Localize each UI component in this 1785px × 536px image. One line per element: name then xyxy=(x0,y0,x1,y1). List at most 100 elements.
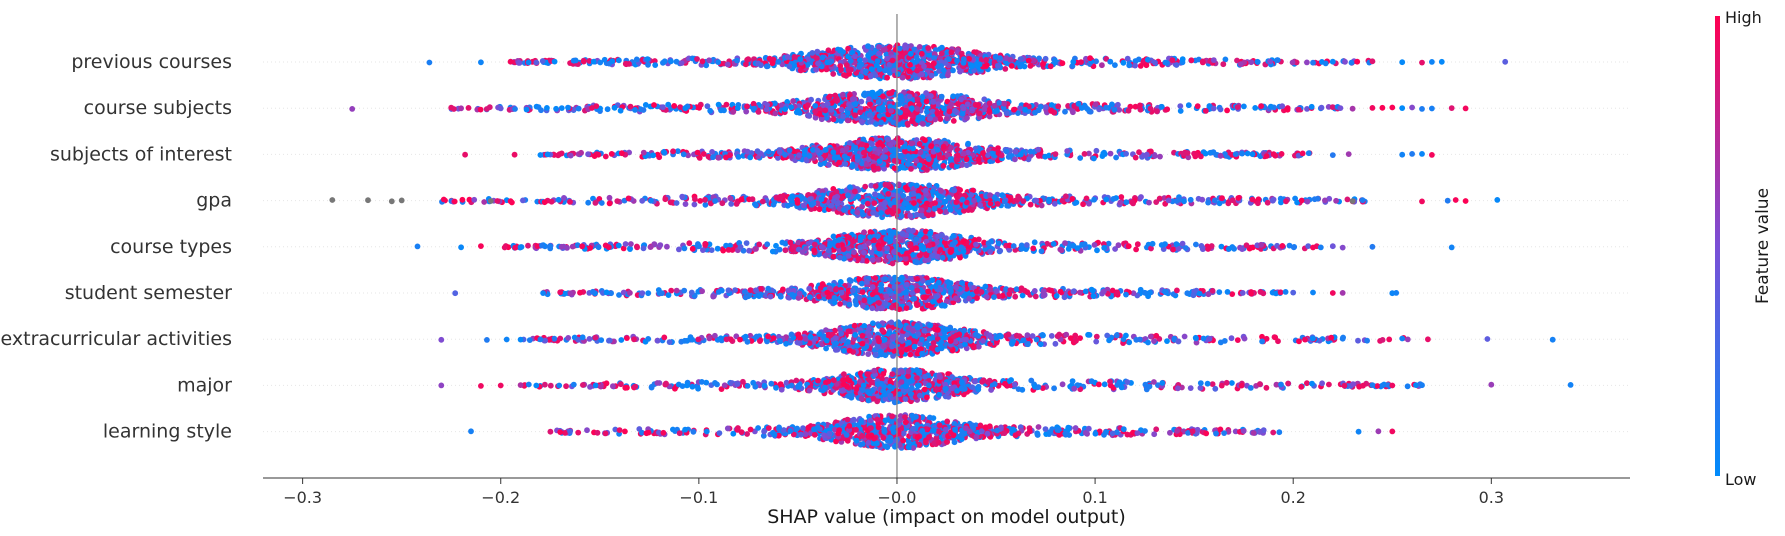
shap-point xyxy=(754,148,761,155)
shap-point xyxy=(538,107,544,114)
shap-point xyxy=(769,60,776,67)
shap-point xyxy=(1016,195,1023,201)
shap-point xyxy=(1184,150,1191,156)
shap-point xyxy=(883,51,890,58)
shap-point xyxy=(1179,56,1186,63)
shap-point xyxy=(871,237,877,244)
shap-point xyxy=(932,200,938,206)
shap-point xyxy=(1007,56,1014,63)
shap-point xyxy=(927,230,934,237)
shap-point xyxy=(932,116,939,123)
shap-point xyxy=(869,141,875,147)
shap-point xyxy=(721,107,727,114)
shap-point xyxy=(794,200,801,206)
shap-point xyxy=(617,107,624,114)
shap-point xyxy=(844,117,851,124)
shap-point xyxy=(525,59,532,66)
shap-point xyxy=(465,105,472,111)
shap-point xyxy=(895,71,901,77)
shap-point xyxy=(960,150,967,157)
shap-point xyxy=(977,202,983,209)
shap-point xyxy=(1073,199,1080,206)
shap-point xyxy=(597,59,604,66)
shap-point xyxy=(865,240,872,247)
shap-point xyxy=(878,119,884,126)
shap-point xyxy=(822,152,828,159)
shap-point xyxy=(743,108,750,115)
shap-point xyxy=(1199,196,1206,203)
shap-point xyxy=(1062,108,1068,115)
shap-point xyxy=(486,104,493,111)
shap-point xyxy=(728,201,735,207)
shap-point xyxy=(942,198,949,205)
shap-point xyxy=(730,109,737,115)
shap-point xyxy=(1279,103,1286,110)
shap-point xyxy=(608,151,615,157)
shap-point xyxy=(924,167,930,173)
shap-point xyxy=(639,197,646,204)
shap-point xyxy=(494,198,501,204)
shap-point xyxy=(882,146,889,153)
shap-point xyxy=(875,106,882,113)
shap-point xyxy=(923,200,930,207)
shap-point xyxy=(841,72,847,78)
shap-point xyxy=(876,44,882,50)
shap-point xyxy=(477,106,484,113)
shap-point xyxy=(839,91,846,98)
shap-point xyxy=(983,62,990,68)
shap-point xyxy=(806,113,813,119)
shap-point xyxy=(738,196,745,203)
shap-point xyxy=(606,200,613,207)
shap-point xyxy=(923,98,930,105)
shap-point xyxy=(525,242,531,249)
shap-point xyxy=(858,73,864,80)
shap-point xyxy=(937,116,944,122)
shap-point xyxy=(928,93,934,99)
feature-row-points xyxy=(462,135,1435,174)
shap-point xyxy=(854,209,861,216)
shap-point xyxy=(765,149,772,155)
shap-point xyxy=(898,213,905,220)
shap-point xyxy=(694,56,700,62)
shap-point xyxy=(1220,61,1227,68)
shap-point xyxy=(917,149,924,156)
shap-point xyxy=(1235,195,1242,201)
shap-point xyxy=(868,66,875,73)
shap-point xyxy=(691,201,698,208)
shap-point xyxy=(673,58,680,65)
shap-point xyxy=(632,107,638,113)
shap-point xyxy=(865,43,871,49)
shap-point xyxy=(884,245,890,252)
shap-point xyxy=(724,61,731,68)
shap-point xyxy=(877,139,883,146)
shap-point xyxy=(758,62,764,69)
shap-point xyxy=(1017,56,1024,62)
shap-point xyxy=(512,106,518,112)
shap-point xyxy=(860,211,866,218)
shap-point xyxy=(1249,196,1256,203)
shap-point xyxy=(939,72,945,79)
shap-point xyxy=(931,55,938,61)
shap-point xyxy=(1322,197,1328,204)
shap-point xyxy=(812,108,819,115)
shap-point xyxy=(511,151,518,158)
shap-point xyxy=(1078,105,1085,111)
shap-point xyxy=(329,197,336,203)
shap-point xyxy=(998,152,1005,159)
shap-point xyxy=(910,252,917,258)
shap-point xyxy=(1042,153,1049,160)
shap-point xyxy=(497,105,504,112)
shap-point xyxy=(1109,101,1115,108)
shap-point xyxy=(916,44,923,50)
shap-point xyxy=(907,242,913,249)
shap-point xyxy=(1237,61,1244,68)
shap-point xyxy=(805,102,811,109)
shap-point xyxy=(880,93,886,100)
shap-point xyxy=(1055,103,1062,110)
shap-point xyxy=(575,105,582,112)
shap-point xyxy=(743,240,750,247)
shap-point xyxy=(885,191,892,197)
shap-point xyxy=(948,49,955,56)
shap-point xyxy=(1308,103,1315,110)
